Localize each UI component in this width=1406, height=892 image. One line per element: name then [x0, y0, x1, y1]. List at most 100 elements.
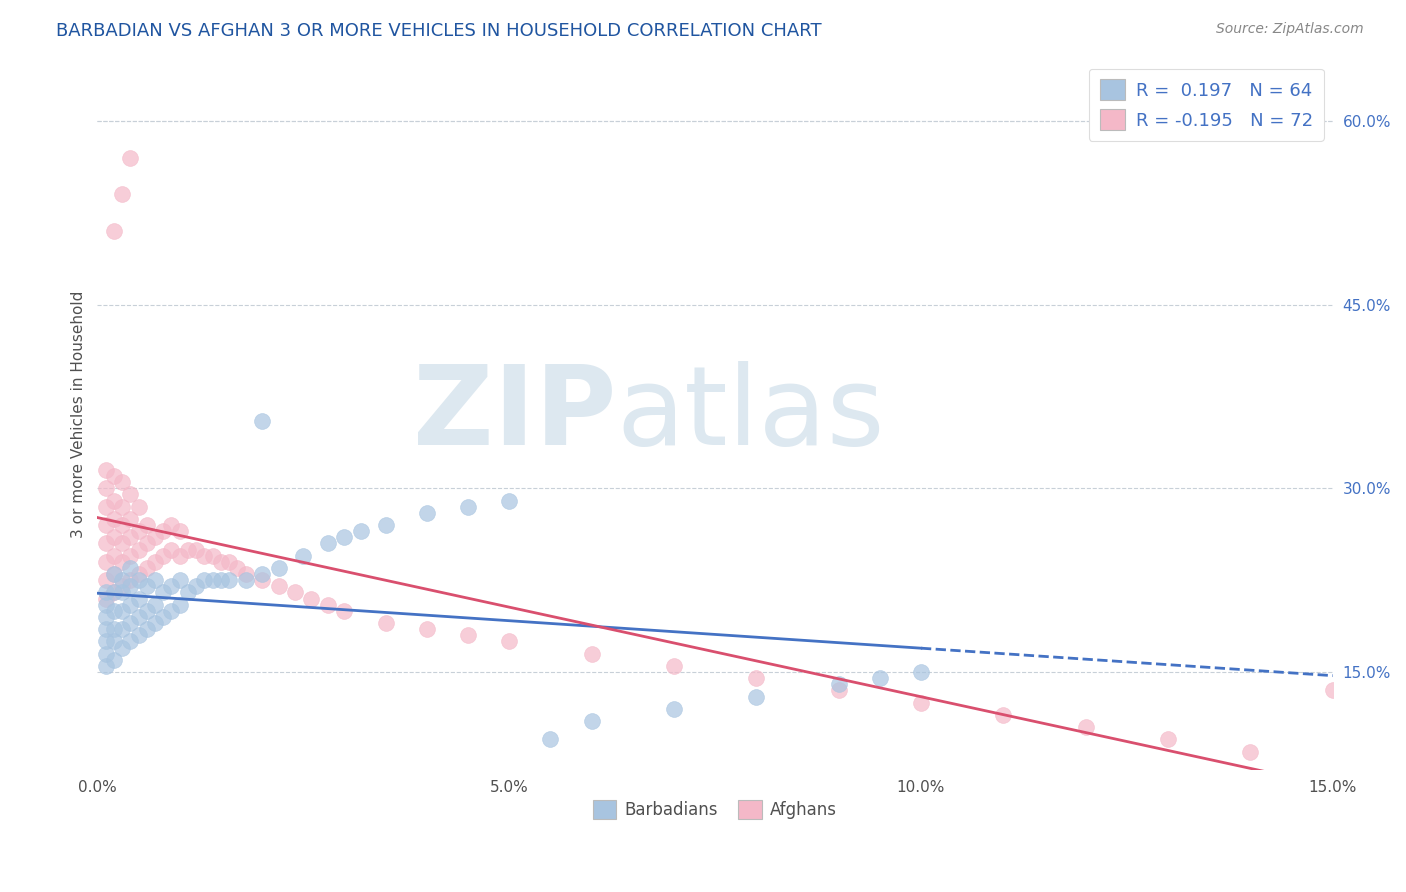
Point — [94, 463, 117, 477]
Point — [193, 573, 215, 587]
Point — [538, 732, 561, 747]
Point — [103, 549, 125, 563]
Point — [120, 549, 142, 563]
Point — [103, 512, 125, 526]
Point — [152, 524, 174, 538]
Point — [143, 598, 166, 612]
Point — [169, 549, 191, 563]
Point — [111, 187, 134, 202]
Point — [120, 615, 142, 630]
Point — [111, 640, 134, 655]
Point — [350, 524, 373, 538]
Point — [94, 591, 117, 606]
Point — [103, 493, 125, 508]
Point — [103, 604, 125, 618]
Point — [103, 622, 125, 636]
Point — [209, 573, 232, 587]
Point — [103, 634, 125, 648]
Point — [160, 542, 183, 557]
Point — [869, 671, 891, 685]
Point — [160, 518, 183, 533]
Point — [94, 518, 117, 533]
Point — [292, 549, 315, 563]
Point — [94, 647, 117, 661]
Point — [160, 604, 183, 618]
Point — [193, 549, 215, 563]
Point — [111, 555, 134, 569]
Point — [1239, 745, 1261, 759]
Point — [111, 500, 134, 514]
Point — [993, 707, 1015, 722]
Point — [316, 536, 339, 550]
Point — [218, 555, 240, 569]
Point — [94, 585, 117, 599]
Point — [128, 567, 150, 582]
Point — [1322, 683, 1344, 698]
Point — [135, 622, 157, 636]
Point — [94, 659, 117, 673]
Point — [152, 610, 174, 624]
Point — [103, 567, 125, 582]
Point — [120, 487, 142, 501]
Point — [143, 573, 166, 587]
Point — [250, 414, 273, 428]
Point — [120, 573, 142, 587]
Point — [201, 549, 224, 563]
Point — [94, 622, 117, 636]
Point — [143, 555, 166, 569]
Point — [333, 530, 356, 544]
Point — [120, 561, 142, 575]
Point — [135, 536, 157, 550]
Point — [120, 598, 142, 612]
Point — [250, 573, 273, 587]
Point — [201, 573, 224, 587]
Point — [218, 573, 240, 587]
Point — [128, 524, 150, 538]
Point — [135, 561, 157, 575]
Point — [581, 647, 603, 661]
Point — [94, 573, 117, 587]
Point — [111, 573, 134, 587]
Point — [226, 561, 249, 575]
Point — [128, 628, 150, 642]
Point — [1074, 720, 1097, 734]
Point — [169, 598, 191, 612]
Point — [94, 481, 117, 495]
Point — [143, 615, 166, 630]
Point — [103, 567, 125, 582]
Y-axis label: 3 or more Vehicles in Household: 3 or more Vehicles in Household — [72, 291, 86, 539]
Point — [662, 702, 685, 716]
Point — [177, 542, 200, 557]
Point — [333, 604, 356, 618]
Point — [152, 549, 174, 563]
Point — [128, 591, 150, 606]
Point — [186, 579, 208, 593]
Point — [111, 536, 134, 550]
Point — [103, 585, 125, 599]
Point — [457, 500, 479, 514]
Point — [111, 475, 134, 490]
Point — [316, 598, 339, 612]
Point — [135, 579, 157, 593]
Text: atlas: atlas — [616, 361, 884, 468]
Point — [120, 579, 142, 593]
Point — [152, 585, 174, 599]
Point — [103, 585, 125, 599]
Point — [301, 591, 323, 606]
Point — [910, 665, 932, 679]
Point — [169, 573, 191, 587]
Point — [94, 500, 117, 514]
Point — [827, 677, 849, 691]
Text: ZIP: ZIP — [413, 361, 616, 468]
Point — [143, 530, 166, 544]
Point — [745, 690, 768, 704]
Point — [111, 518, 134, 533]
Text: BARBADIAN VS AFGHAN 3 OR MORE VEHICLES IN HOUSEHOLD CORRELATION CHART: BARBADIAN VS AFGHAN 3 OR MORE VEHICLES I… — [56, 22, 823, 40]
Point — [374, 518, 396, 533]
Legend: Barbadians, Afghans: Barbadians, Afghans — [586, 793, 844, 826]
Point — [160, 579, 183, 593]
Point — [169, 524, 191, 538]
Point — [267, 579, 290, 593]
Point — [235, 567, 257, 582]
Point — [103, 653, 125, 667]
